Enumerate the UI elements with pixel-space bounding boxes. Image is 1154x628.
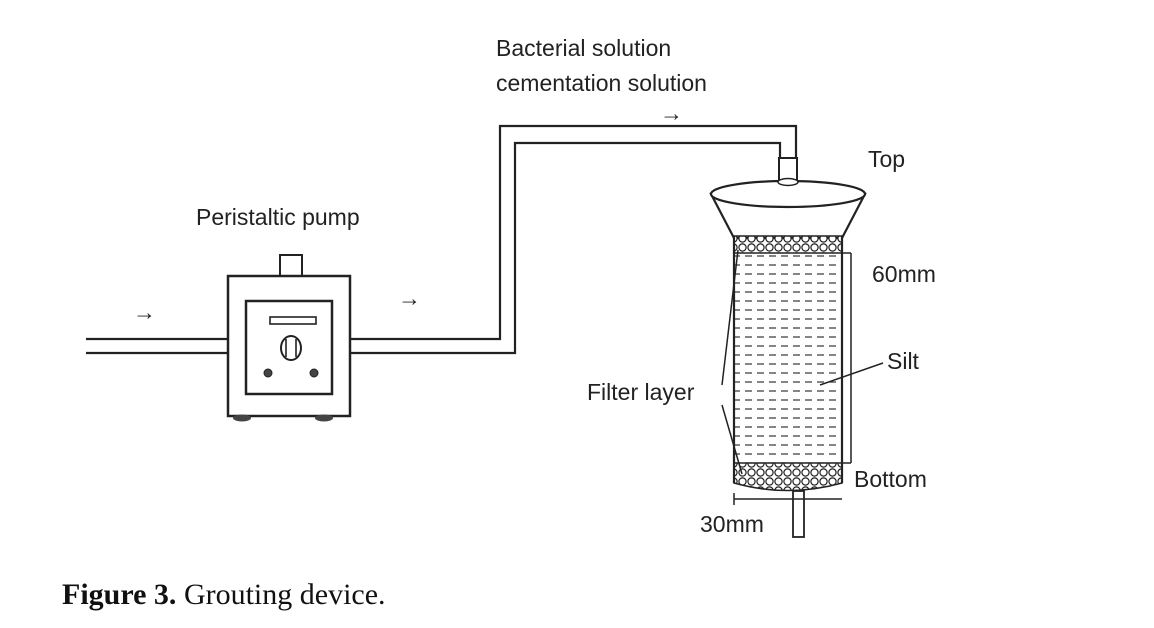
- flow-arrow-outlet: →: [398, 285, 421, 311]
- inlet-tube: [86, 337, 228, 355]
- funnel: [709, 157, 867, 240]
- sample-column: [732, 235, 844, 538]
- figure-title: Grouting device.: [176, 578, 386, 611]
- pump-screw-right: [309, 368, 319, 378]
- pump-label: Peristaltic pump: [196, 204, 360, 230]
- pump-display: [269, 316, 317, 325]
- pump-foot-right: [315, 414, 333, 422]
- funnel-inlet: [778, 157, 798, 181]
- delivery-tube: [351, 124, 798, 355]
- width-label: 30mm: [700, 511, 764, 537]
- flow-arrow-solution: →: [660, 100, 683, 126]
- flow-arrow-inlet: →: [133, 299, 156, 325]
- pump-screw-left: [263, 368, 273, 378]
- pump-knob: [280, 335, 302, 361]
- outlet-pipe: [792, 490, 805, 538]
- filter-leader-top: [721, 249, 739, 386]
- top-label: Top: [868, 146, 905, 172]
- bottom-label: Bottom: [854, 466, 927, 492]
- filter-leader-bottom: [721, 404, 743, 475]
- height-dimension: [842, 252, 852, 464]
- filter-layer-top: [733, 235, 843, 254]
- height-label: 60mm: [872, 261, 936, 287]
- figure-caption: Figure 3. Grouting device.: [62, 578, 386, 612]
- silt-fill: [734, 253, 842, 463]
- peristaltic-pump: [226, 254, 352, 422]
- pump-top-port: [279, 254, 303, 277]
- solution-label-line1: Bacterial solution: [496, 35, 671, 61]
- filter-layer-label: Filter layer: [587, 379, 695, 405]
- width-dimension: [733, 493, 842, 505]
- grouting-device-diagram: Bacterial solution cementation solution …: [86, 35, 936, 538]
- solution-label-line2: cementation solution: [496, 70, 707, 96]
- silt-leader: [819, 362, 884, 386]
- pump-foot-left: [233, 414, 251, 422]
- figure-number: Figure 3.: [62, 578, 177, 611]
- silt-label: Silt: [887, 348, 920, 374]
